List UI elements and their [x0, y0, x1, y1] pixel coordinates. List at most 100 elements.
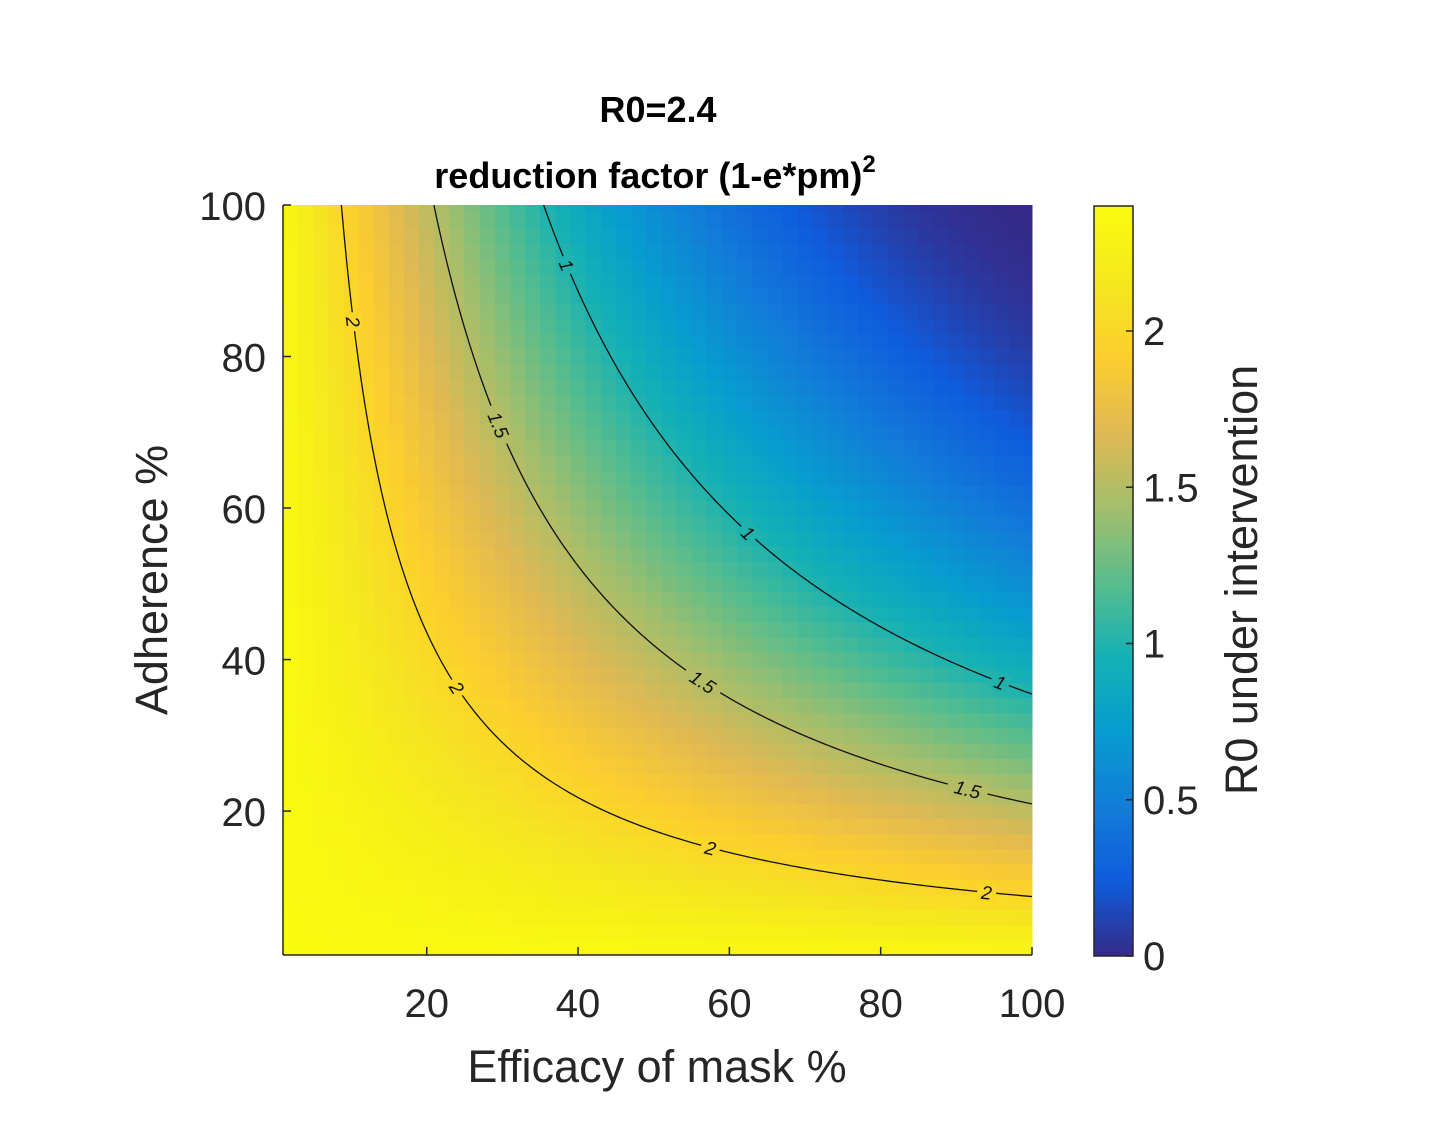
- y-axis-label: Adherence %: [126, 445, 177, 715]
- heatmap-cell: [388, 894, 405, 911]
- heatmap-cell: [494, 667, 511, 683]
- heatmap-cell: [313, 500, 329, 517]
- heatmap-cell: [994, 818, 1010, 835]
- heatmap-cell: [1009, 424, 1026, 441]
- heatmap-cell: [525, 318, 541, 335]
- heatmap-cell: [434, 788, 451, 805]
- heatmap-cell: [661, 818, 678, 835]
- heatmap-cell: [903, 273, 920, 289]
- heatmap-cell: [328, 242, 345, 259]
- heatmap-cell: [691, 515, 708, 532]
- heatmap-cell: [948, 348, 965, 365]
- heatmap-cell: [797, 409, 814, 426]
- heatmap-cell: [963, 470, 980, 486]
- heatmap-cell: [797, 576, 814, 592]
- heatmap-cell: [948, 651, 965, 668]
- heatmap-cell: [419, 288, 435, 305]
- heatmap-cell: [646, 303, 662, 320]
- contour-label: 1: [988, 670, 1013, 695]
- heatmap-cell: [358, 924, 375, 941]
- heatmap-cell: [933, 803, 950, 820]
- heatmap-cell: [797, 545, 814, 562]
- heatmap-cell: [373, 348, 390, 365]
- heatmap-cell: [812, 682, 829, 699]
- heatmap-cell: [857, 894, 874, 911]
- heatmap-cell: [979, 864, 995, 880]
- heatmap-cell: [873, 409, 889, 426]
- heatmap-cell: [888, 697, 904, 714]
- heatmap-cell: [782, 788, 799, 805]
- heatmap-cell: [752, 697, 768, 714]
- heatmap-cell: [918, 924, 935, 941]
- heatmap-cell: [449, 803, 466, 820]
- heatmap-cell: [449, 409, 466, 426]
- heatmap-cell: [979, 394, 995, 411]
- heatmap-cell: [1009, 712, 1026, 729]
- heatmap-cell: [388, 742, 405, 759]
- heatmap-cell: [449, 636, 466, 653]
- heatmap-cell: [812, 242, 829, 259]
- heatmap-cell: [570, 561, 587, 577]
- heatmap-cell: [933, 212, 950, 229]
- heatmap-cell: [857, 939, 874, 956]
- heatmap-cell: [752, 364, 768, 380]
- heatmap-cell: [313, 742, 329, 759]
- heatmap-cell: [827, 576, 844, 592]
- heatmap-cell: [615, 333, 632, 350]
- heatmap-cell: [540, 833, 556, 850]
- heatmap-cell: [1009, 303, 1026, 320]
- heatmap-cell: [494, 803, 511, 820]
- colorbar-segment: [1094, 816, 1133, 822]
- heatmap-cell: [555, 758, 572, 774]
- heatmap-cell: [404, 364, 420, 380]
- heatmap-cell: [706, 803, 723, 820]
- heatmap-cell: [857, 394, 874, 411]
- heatmap-cell: [676, 727, 693, 744]
- heatmap-cell: [525, 530, 541, 547]
- heatmap-cell: [948, 515, 965, 532]
- heatmap-cell: [918, 561, 935, 577]
- heatmap-cell: [721, 227, 738, 244]
- heatmap-cell: [1009, 591, 1026, 608]
- heatmap-cell: [888, 545, 904, 562]
- heatmap-cell: [343, 576, 360, 592]
- heatmap-cell: [827, 939, 844, 956]
- heatmap-cell: [857, 424, 874, 441]
- heatmap-cell: [373, 273, 390, 289]
- heatmap-cell: [1024, 409, 1033, 426]
- heatmap-cell: [752, 924, 768, 941]
- heatmap-cell: [1024, 742, 1033, 759]
- heatmap-cell: [1024, 803, 1033, 820]
- heatmap-cell: [388, 621, 405, 638]
- heatmap-cell: [948, 424, 965, 441]
- heatmap-cell: [343, 561, 360, 577]
- chart-subtitle-text: reduction factor (1-e*pm): [434, 155, 862, 196]
- heatmap-cell: [615, 470, 632, 486]
- heatmap-cell: [298, 667, 314, 683]
- heatmap-cell: [555, 561, 572, 577]
- heatmap-cell: [918, 348, 935, 365]
- heatmap-cell: [691, 545, 708, 562]
- heatmap-cell: [736, 379, 753, 395]
- heatmap-cell: [979, 333, 995, 350]
- heatmap-cell: [464, 773, 481, 789]
- heatmap-cell: [343, 848, 360, 865]
- heatmap-cell: [782, 227, 799, 244]
- heatmap-cell: [857, 500, 874, 517]
- heatmap-cell: [691, 485, 708, 502]
- heatmap-cell: [388, 636, 405, 653]
- heatmap-cell: [540, 288, 556, 305]
- heatmap-cell: [585, 848, 602, 865]
- heatmap-cell: [540, 273, 556, 289]
- colorbar-segment: [1094, 391, 1133, 397]
- heatmap-cell: [600, 727, 617, 744]
- heatmap-cell: [388, 424, 405, 441]
- heatmap-cell: [540, 758, 556, 774]
- heatmap-cell: [691, 894, 708, 911]
- heatmap-cell: [631, 545, 647, 562]
- heatmap-cell: [994, 742, 1010, 759]
- heatmap-cell: [449, 712, 466, 729]
- heatmap-cell: [631, 636, 647, 653]
- heatmap-cell: [888, 651, 904, 668]
- heatmap-cell: [933, 697, 950, 714]
